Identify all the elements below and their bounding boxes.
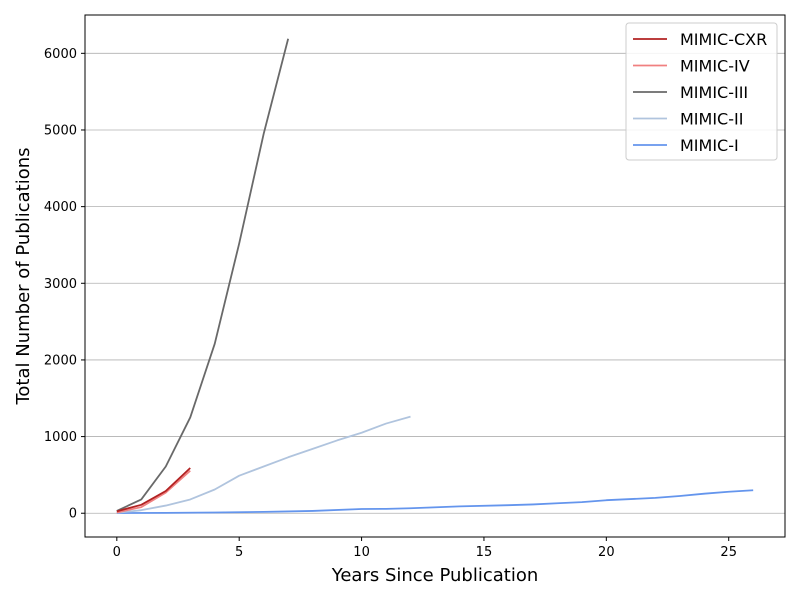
series-line-mimic-i [116, 489, 754, 514]
x-tick-label: 10 [353, 545, 370, 560]
legend-label: MIMIC-I [680, 136, 739, 155]
x-tick-label: 5 [235, 545, 243, 560]
x-tick-label: 25 [720, 545, 737, 560]
y-tick-label: 4000 [44, 200, 77, 215]
plot-frame [84, 14, 786, 538]
series-line-mimic-cxr [116, 467, 191, 513]
series-line-mimic-iii [116, 38, 290, 512]
x-axis-ticks: 0 5 10 15 20 25 [113, 537, 737, 560]
y-tick-label: 5000 [44, 123, 77, 138]
y-tick-label: 6000 [44, 47, 77, 62]
x-tick-label: 20 [598, 545, 615, 560]
y-tick-label: 3000 [44, 277, 77, 292]
y-axis-title: Total Number of Publications [13, 147, 34, 405]
legend-label: MIMIC-III [680, 83, 748, 102]
legend: MIMIC-CXR MIMIC-IV MIMIC-III MIMIC-II MIMIC-… [625, 22, 778, 161]
x-axis-title: Years Since Publication [331, 565, 539, 586]
x-tick-label: 0 [113, 545, 121, 560]
y-tick-label: 2000 [44, 353, 77, 368]
legend-label: MIMIC-CXR [680, 30, 767, 49]
y-tick-label: 1000 [44, 430, 77, 445]
x-tick-label: 15 [476, 545, 493, 560]
series-line-mimic-ii [116, 415, 411, 514]
legend-box [625, 22, 778, 161]
legend-label: MIMIC-IV [680, 57, 750, 76]
series-lines [116, 38, 754, 514]
legend-label: MIMIC-II [680, 110, 743, 129]
y-axis-ticks: 0 1000 2000 3000 4000 5000 6000 [44, 47, 85, 522]
series-line-mimic-iv [116, 470, 191, 514]
y-tick-label: 0 [69, 507, 77, 522]
